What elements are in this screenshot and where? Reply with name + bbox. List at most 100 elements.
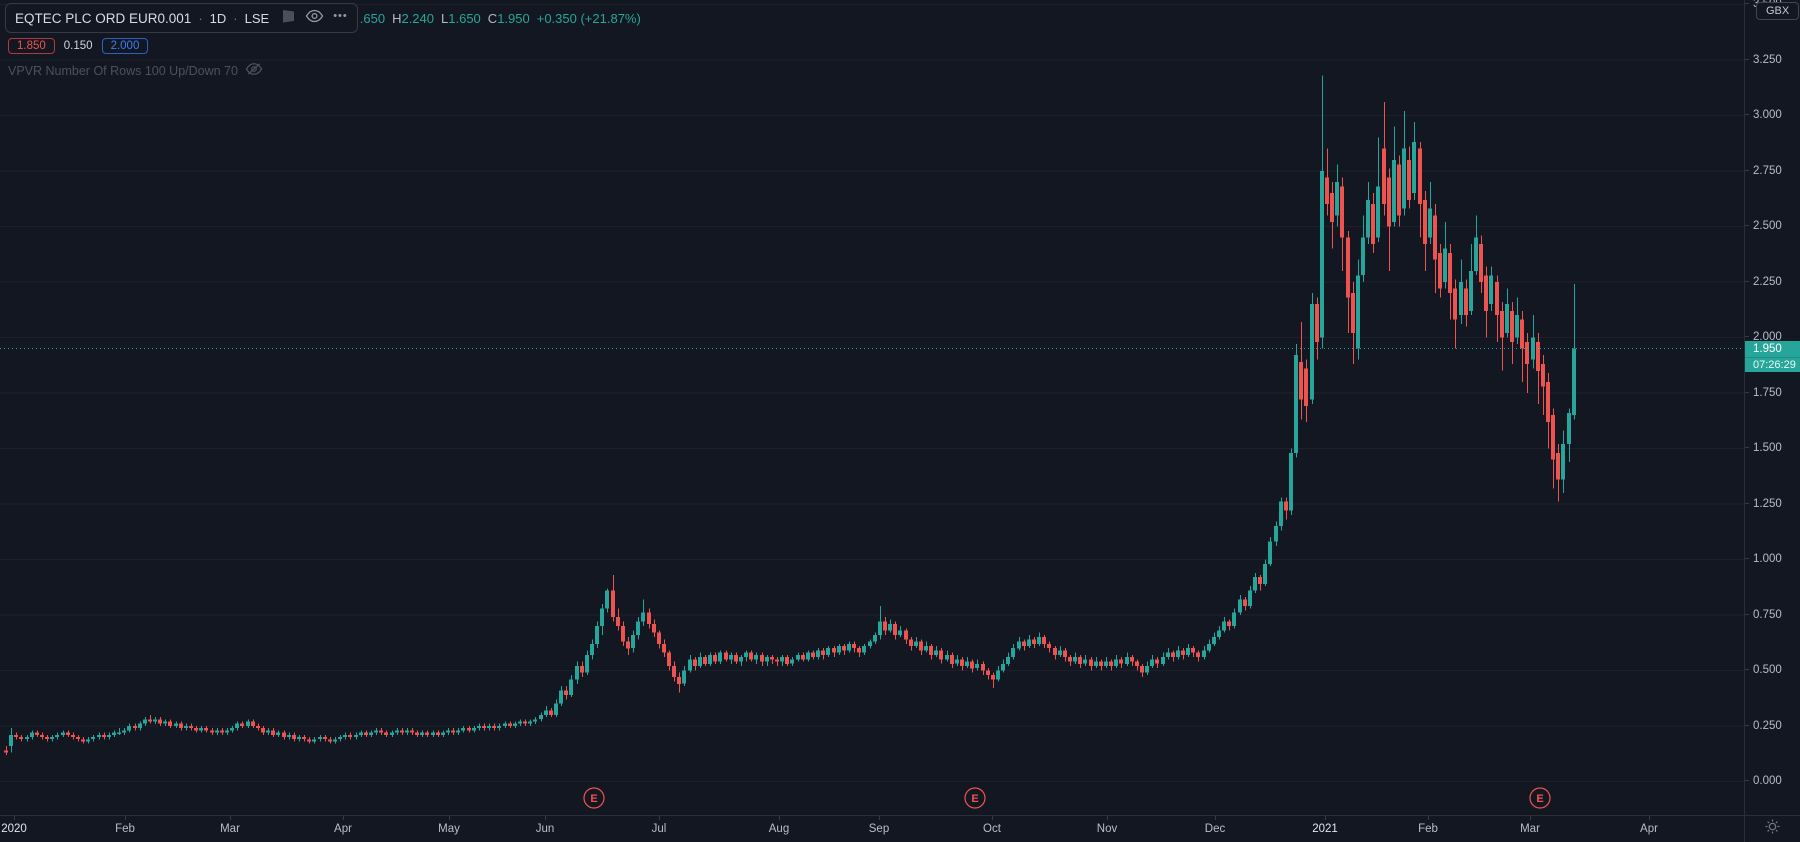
candle [1407,159,1411,200]
candle [1448,253,1452,294]
earnings-marker[interactable]: E [583,787,605,809]
candle [112,732,116,735]
candle [1351,293,1355,333]
candle [508,723,512,726]
candle [1294,355,1298,453]
more-options-icon[interactable]: ••• [333,10,348,22]
candle [97,734,101,737]
svg-text:E: E [1536,793,1543,805]
buy-price-button[interactable]: 2.000 [101,38,149,54]
candle [1551,415,1555,460]
candle [991,674,995,680]
candle [446,730,450,733]
candle [1397,164,1401,216]
candle [575,666,579,680]
candle [1274,526,1278,542]
spread-value: 0.150 [63,40,93,52]
candle [945,654,949,660]
candle [189,725,193,729]
candle [605,590,609,609]
symbol-legend[interactable]: EQTEC PLC ORD EUR0.001 · 1D · LSE [5,3,358,33]
candle [1001,663,1005,671]
axis-settings-icon[interactable] [1765,819,1780,839]
candle [1479,244,1483,282]
candle [1299,361,1303,400]
candle [760,654,764,662]
time-tick: Aug [768,823,790,835]
candle [790,659,794,664]
candle [297,737,301,740]
chart-pane[interactable]: E E E EQTEC PLC ORD EUR0.001 · 1D · LSE [0,0,1744,815]
candle [1166,652,1170,658]
candle [441,732,445,735]
time-tick: 2020 [1,823,27,835]
price-axis[interactable]: 3.5003.2503.0002.7502.5002.2502.0001.750… [1744,0,1800,815]
candle [1094,661,1098,666]
candle [1150,659,1154,666]
candle [816,650,820,658]
candle [1191,648,1195,653]
candle [318,737,322,740]
candle [472,728,476,731]
candle [1099,661,1103,666]
symbol-title[interactable]: EQTEC PLC ORD EUR0.001 [15,10,192,26]
candle [1130,657,1134,662]
candle [965,661,969,666]
candle [25,737,29,740]
indicator-row[interactable]: VPVR Number Of Rows 100 Up/Down 70 [8,62,641,79]
time-tick-dash [1649,816,1650,820]
candle [71,734,75,737]
candle [251,721,255,726]
candle [1217,630,1221,638]
candle [379,730,383,733]
time-tick: May [438,823,460,835]
earnings-marker[interactable]: E [1529,787,1551,809]
price-tick: 0.750 [1745,609,1800,621]
candle [1304,368,1308,407]
candle [1325,177,1329,205]
candle [184,725,188,729]
candle [981,663,985,671]
price-tick: 3.250 [1745,54,1800,66]
currency-unit-button[interactable]: GBX [1756,2,1800,20]
candle [35,732,39,735]
candle [837,646,841,653]
candle [482,725,486,729]
candle [1464,288,1468,316]
candle [1037,637,1041,644]
candle [307,739,311,742]
candle [168,721,172,726]
candle [1176,650,1180,658]
earnings-marker[interactable]: E [964,787,986,809]
candle [708,654,712,664]
flag-icon[interactable] [280,7,296,29]
candle [143,719,147,724]
candle [261,728,265,733]
candle [996,670,1000,680]
candle [796,654,800,660]
sell-price-button[interactable]: 1.850 [8,38,55,54]
candle [487,725,491,729]
candle [240,723,244,726]
candle [1346,237,1350,298]
high-label: H [392,10,402,26]
candle [1310,304,1314,400]
time-tick: Feb [1418,823,1438,835]
candle [847,643,851,651]
time-axis[interactable]: 2020 Feb Mar Apr May Jun Jul Aug Sep Oct Nov Dec 202… [0,815,1744,842]
candle [1433,215,1437,260]
candle [657,632,661,644]
eye-icon[interactable] [305,9,324,28]
candle [1104,661,1108,666]
candle [1525,341,1529,365]
interval-label[interactable]: 1D [209,10,227,26]
candle [348,734,352,737]
time-tick: Apr [1640,823,1658,835]
eye-off-icon[interactable] [245,62,263,79]
candle [1387,177,1391,227]
candle [729,654,733,660]
candle [174,723,178,726]
candle-wick [150,714,151,724]
candle [1011,648,1015,658]
